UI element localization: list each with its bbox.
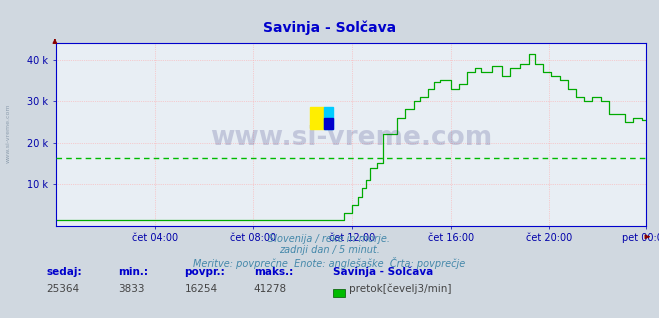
Bar (324, 107, 333, 129)
Text: 41278: 41278 (254, 284, 287, 294)
Text: zadnji dan / 5 minut.: zadnji dan / 5 minut. (279, 245, 380, 255)
Text: Slovenija / reke in morje.: Slovenija / reke in morje. (268, 234, 391, 244)
Text: povpr.:: povpr.: (185, 267, 225, 277)
Text: sedaj:: sedaj: (46, 267, 82, 277)
Text: Savinja - Solčava: Savinja - Solčava (263, 21, 396, 35)
Text: www.si-vreme.com: www.si-vreme.com (5, 104, 11, 163)
Text: 25364: 25364 (46, 284, 79, 294)
Text: min.:: min.: (119, 267, 149, 277)
Text: 3833: 3833 (119, 284, 145, 294)
Text: Savinja - Solčava: Savinja - Solčava (333, 266, 433, 277)
Text: maks.:: maks.: (254, 267, 293, 277)
Text: pretok[čevelj3/min]: pretok[čevelj3/min] (349, 283, 452, 294)
Bar (310, 107, 324, 129)
Text: 16254: 16254 (185, 284, 217, 294)
Bar (324, 118, 333, 129)
Text: Meritve: povprečne  Enote: anglešaške  Črta: povprečje: Meritve: povprečne Enote: anglešaške Črt… (193, 257, 466, 269)
Text: www.si-vreme.com: www.si-vreme.com (210, 125, 492, 151)
